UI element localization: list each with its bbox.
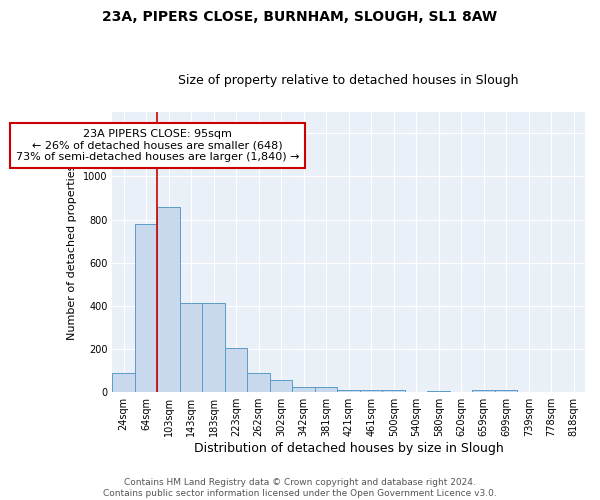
Bar [180, 302, 202, 392]
Bar [315, 388, 337, 392]
Bar [495, 390, 517, 392]
Bar [292, 387, 315, 392]
Text: 23A, PIPERS CLOSE, BURNHAM, SLOUGH, SL1 8AW: 23A, PIPERS CLOSE, BURNHAM, SLOUGH, SL1 … [103, 10, 497, 24]
Text: 23A PIPERS CLOSE: 95sqm
← 26% of detached houses are smaller (648)
73% of semi-d: 23A PIPERS CLOSE: 95sqm ← 26% of detache… [16, 129, 299, 162]
Bar [270, 380, 292, 392]
X-axis label: Distribution of detached houses by size in Slough: Distribution of detached houses by size … [194, 442, 503, 455]
Bar [472, 390, 495, 392]
Bar [337, 390, 360, 392]
Bar [202, 302, 225, 392]
Bar [135, 224, 157, 392]
Title: Size of property relative to detached houses in Slough: Size of property relative to detached ho… [178, 74, 519, 87]
Bar [427, 391, 450, 392]
Bar [247, 373, 270, 392]
Text: Contains HM Land Registry data © Crown copyright and database right 2024.
Contai: Contains HM Land Registry data © Crown c… [103, 478, 497, 498]
Y-axis label: Number of detached properties: Number of detached properties [67, 164, 77, 340]
Bar [382, 390, 405, 392]
Bar [157, 206, 180, 392]
Bar [112, 373, 135, 392]
Bar [360, 390, 382, 392]
Bar [225, 348, 247, 392]
